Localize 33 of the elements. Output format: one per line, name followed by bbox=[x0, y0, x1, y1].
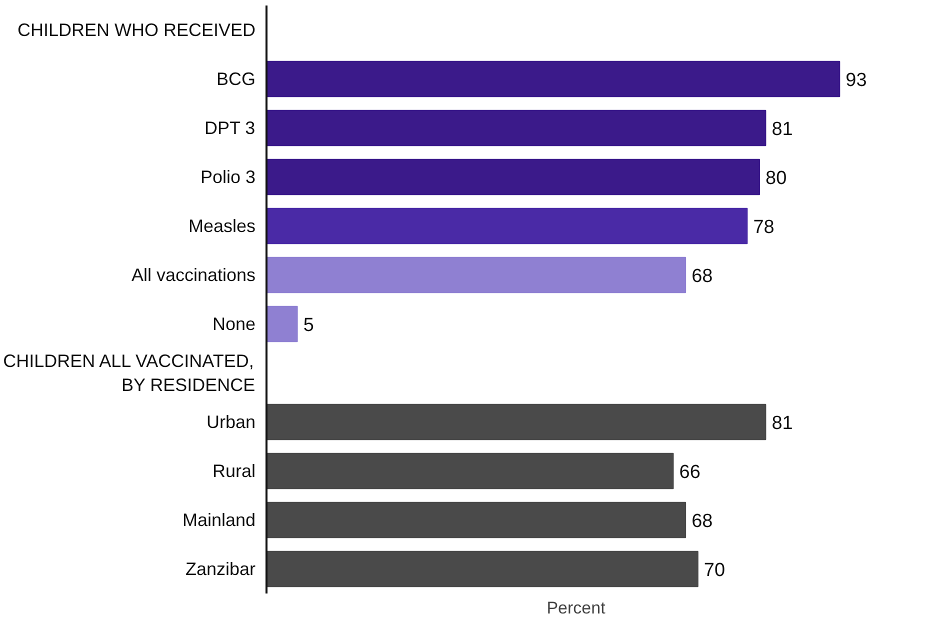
y-tick-label: Zanzibar bbox=[185, 559, 256, 579]
bar bbox=[266, 110, 766, 146]
y-tick-label: DPT 3 bbox=[204, 118, 256, 138]
data-label: 70 bbox=[704, 560, 726, 581]
y-tick-label: CHILDREN ALL VACCINATED, BY RESIDENCE bbox=[3, 351, 256, 395]
data-label: 5 bbox=[303, 315, 314, 336]
bar bbox=[266, 158, 760, 196]
y-tick-label: Rural bbox=[212, 461, 256, 481]
x-axis-title: Percent bbox=[546, 598, 606, 618]
data-label: 66 bbox=[679, 462, 700, 483]
y-tick-label: Mainland bbox=[182, 510, 256, 530]
bar bbox=[266, 60, 840, 98]
bar bbox=[266, 256, 686, 294]
data-label: 81 bbox=[772, 119, 793, 140]
data-label: 68 bbox=[692, 266, 713, 287]
bar bbox=[266, 208, 748, 244]
bar bbox=[266, 404, 766, 440]
y-tick-label: Polio 3 bbox=[200, 167, 256, 187]
data-label: 68 bbox=[692, 511, 713, 532]
y-tick-label: BCG bbox=[216, 69, 256, 89]
y-tick-label: Urban bbox=[206, 412, 256, 432]
bar bbox=[266, 452, 674, 490]
bar bbox=[266, 306, 298, 342]
data-label: 81 bbox=[772, 413, 793, 434]
bar bbox=[266, 550, 698, 588]
data-label: 80 bbox=[766, 168, 787, 189]
data-label: 93 bbox=[846, 70, 867, 91]
y-tick-label: CHILDREN WHO RECEIVED bbox=[17, 20, 256, 40]
y-tick-label: None bbox=[212, 314, 256, 334]
y-tick-label: All vaccinations bbox=[131, 265, 256, 285]
data-label: 78 bbox=[753, 217, 774, 238]
bar bbox=[266, 502, 686, 538]
y-tick-label: Measles bbox=[188, 216, 256, 236]
